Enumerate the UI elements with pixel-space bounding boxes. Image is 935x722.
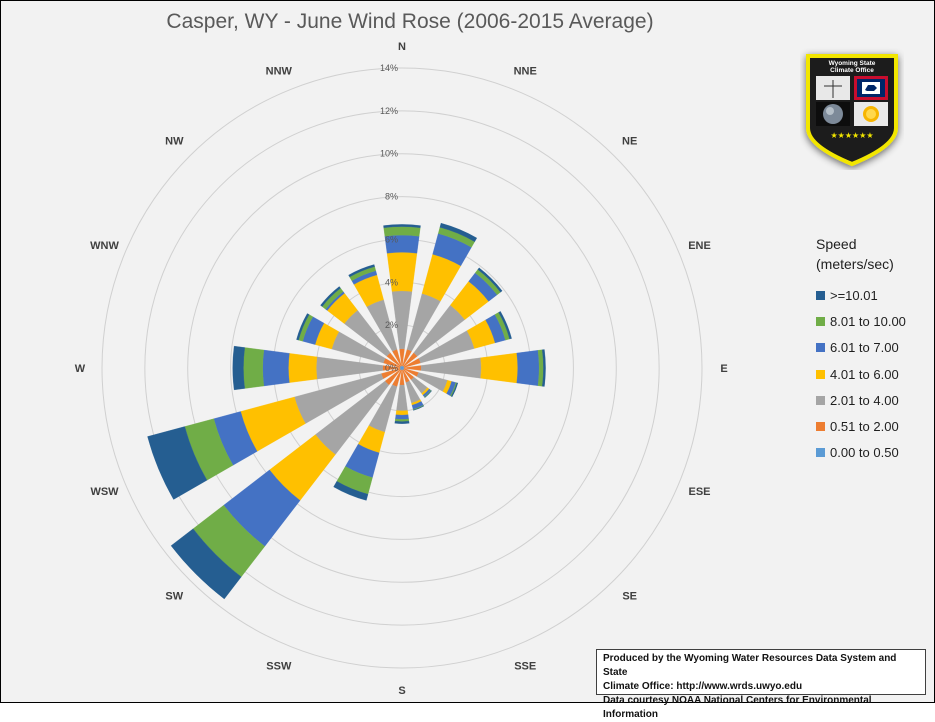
radial-tick-label: 4% [385, 277, 398, 287]
radial-tick-label: 2% [385, 320, 398, 330]
wedge-e-series-4 [516, 350, 540, 386]
direction-label-e: E [720, 363, 727, 375]
legend-item: 4.01 to 6.00 [816, 361, 931, 387]
legend-swatch [816, 422, 825, 432]
direction-label-sw: SW [165, 591, 183, 603]
radial-tick-label: 6% [385, 234, 398, 244]
legend-swatch [816, 369, 825, 379]
wedge-w-series-3 [288, 353, 318, 383]
wedge-n-series-6 [383, 224, 421, 228]
logo-text-line2: Climate Office [830, 67, 874, 74]
credits-line1: Produced by the Wyoming Water Resources … [603, 653, 897, 678]
legend-swatch [816, 343, 825, 353]
wedge-ssw-series-6 [333, 481, 369, 501]
wedge-se-series-6 [424, 390, 432, 398]
legend-items: >=10.01 8.01 to 10.00 6.01 to 7.00 4.01 to … [816, 282, 931, 466]
grid-circle [144, 110, 660, 626]
wind-rose-chart: 0% 2% 4% 6% 8% 10% 12% 14%N NNE NE ENE E ESE SE SSE S SS… [75, 41, 728, 697]
wedge-s-series-4 [395, 414, 409, 420]
wedge-w-series-4 [262, 349, 290, 387]
legend-item: 8.01 to 10.00 [816, 308, 931, 334]
radial-tick-label: 8% [385, 192, 398, 202]
wedge-nw-series-6 [320, 286, 341, 307]
credits-line3: Data courtesy NOAA National Centers for … [603, 695, 872, 720]
radial-tick-label: 0% [385, 363, 398, 373]
direction-label-s: S [398, 685, 405, 697]
logo-text-line1: Wyoming State [829, 60, 876, 67]
direction-label-w: W [75, 363, 86, 375]
legend-label: 6.01 to 7.00 [830, 340, 899, 356]
legend-title-line2: (meters/sec) [816, 256, 894, 272]
direction-label-ene: ENE [688, 240, 711, 252]
climate-office-shield-logo: Wyoming State Climate Office ★★★★★★ [806, 54, 898, 167]
wedge-w-series-5 [243, 347, 265, 389]
legend-swatch [816, 448, 825, 458]
grid-circle [230, 196, 574, 540]
legend-label: 2.01 to 4.00 [830, 392, 899, 408]
legend-label: 4.01 to 6.00 [830, 366, 899, 382]
wedge-sw-series-6 [170, 528, 242, 600]
direction-label-nnw: NNW [266, 66, 293, 78]
direction-label-n: N [398, 41, 406, 53]
wedge-e-series-2 [420, 357, 482, 379]
legend-swatch [816, 290, 825, 300]
legend-item: 2.01 to 4.00 [816, 387, 931, 413]
wedge-w-series-6 [232, 345, 245, 391]
logo-stars: ★★★★★★ [830, 131, 873, 140]
wedge-wnw-series-6 [296, 313, 310, 341]
wedge-ese-series-6 [451, 382, 459, 398]
direction-label-nw: NW [165, 135, 184, 147]
direction-label-ese: ESE [688, 486, 710, 498]
legend-item: >=10.01 [816, 282, 931, 308]
wedge-s-series-2 [396, 384, 408, 412]
wedge-wsw-series-6 [147, 426, 208, 500]
wedge-s-series-3 [395, 410, 409, 416]
credits-line2: Climate Office: http://www.wrds.uwyo.edu [603, 681, 803, 692]
direction-label-ne: NE [622, 135, 637, 147]
grid-circle [101, 67, 703, 669]
direction-label-sse: SSE [514, 661, 536, 673]
credits-box: Produced by the Wyoming Water Resources … [596, 649, 926, 720]
direction-label-ssw: SSW [266, 661, 292, 673]
wedge-ene-series-6 [498, 311, 512, 340]
wedge-e-series-6 [542, 349, 546, 387]
grid-circle [187, 153, 617, 583]
radial-tick-label: 10% [380, 149, 398, 159]
wedge-nnw-series-6 [348, 264, 375, 278]
legend: Speed (meters/sec) >=10.01 8.01 to 10.00 6… [816, 234, 931, 466]
radial-tick-label: 14% [380, 63, 398, 73]
legend-swatch [816, 316, 825, 326]
wedge-ne-series-6 [477, 267, 503, 293]
legend-item: 0.00 to 0.50 [816, 440, 931, 466]
legend-label: 0.00 to 0.50 [830, 445, 899, 461]
wedge-e-series-3 [480, 352, 518, 384]
radial-tick-label: 12% [380, 106, 398, 116]
direction-label-se: SE [622, 591, 637, 603]
wedge-nne-series-6 [439, 222, 478, 242]
chart-frame [0, 0, 935, 703]
wedge-s-series-5 [394, 418, 410, 422]
legend-item: 6.01 to 7.00 [816, 335, 931, 361]
legend-item: 0.51 to 2.00 [816, 413, 931, 439]
wedge-s-series-6 [394, 420, 410, 424]
direction-label-wnw: WNW [90, 240, 119, 252]
legend-title-line1: Speed [816, 236, 857, 252]
legend-label: >=10.01 [830, 287, 878, 303]
legend-label: 0.51 to 2.00 [830, 419, 899, 435]
chart-title: Casper, WY - June Wind Rose (2006-2015 A… [166, 10, 654, 33]
direction-label-nne: NNE [514, 66, 537, 78]
wedge-sse-series-6 [413, 405, 425, 411]
legend-swatch [816, 395, 825, 405]
legend-label: 8.01 to 10.00 [830, 313, 906, 329]
legend-title: Speed (meters/sec) [816, 234, 931, 274]
direction-label-wsw: WSW [90, 486, 119, 498]
